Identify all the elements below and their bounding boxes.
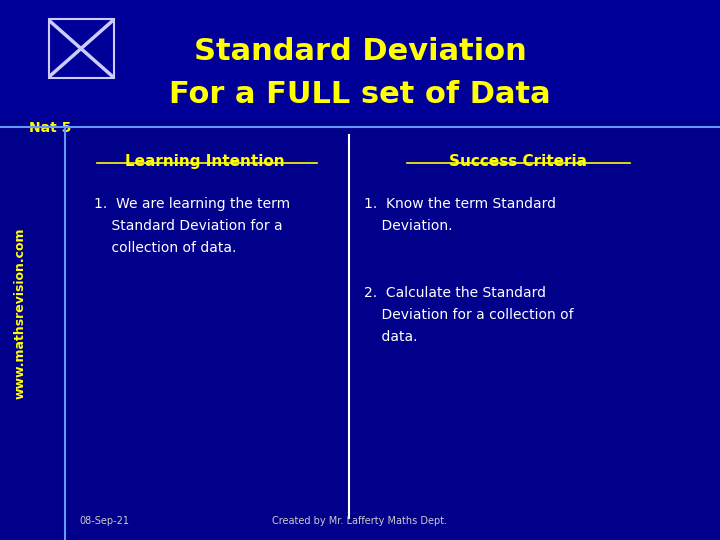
Text: Nat 5: Nat 5 [29, 122, 71, 136]
Bar [49, 19, 114, 78]
Text: 1.  We are learning the term
    Standard Deviation for a
    collection of data: 1. We are learning the term Standard Dev… [94, 197, 289, 254]
Text: Success Criteria: Success Criteria [449, 154, 588, 169]
Text: 2.  Calculate the Standard
    Deviation for a collection of
    data.: 2. Calculate the Standard Deviation for … [364, 286, 573, 343]
Text: Learning Intention: Learning Intention [125, 154, 285, 169]
Text: 1.  Know the term Standard
    Deviation.: 1. Know the term Standard Deviation. [364, 197, 556, 233]
Text: For a FULL set of Data: For a FULL set of Data [169, 80, 551, 109]
Bar [0, 0, 720, 119]
Text: Standard Deviation: Standard Deviation [194, 37, 526, 66]
Text: www.mathsrevision.com: www.mathsrevision.com [14, 227, 27, 399]
Text: Created by Mr. Lafferty Maths Dept.: Created by Mr. Lafferty Maths Dept. [272, 516, 448, 526]
Text: 08-Sep-21: 08-Sep-21 [79, 516, 129, 526]
